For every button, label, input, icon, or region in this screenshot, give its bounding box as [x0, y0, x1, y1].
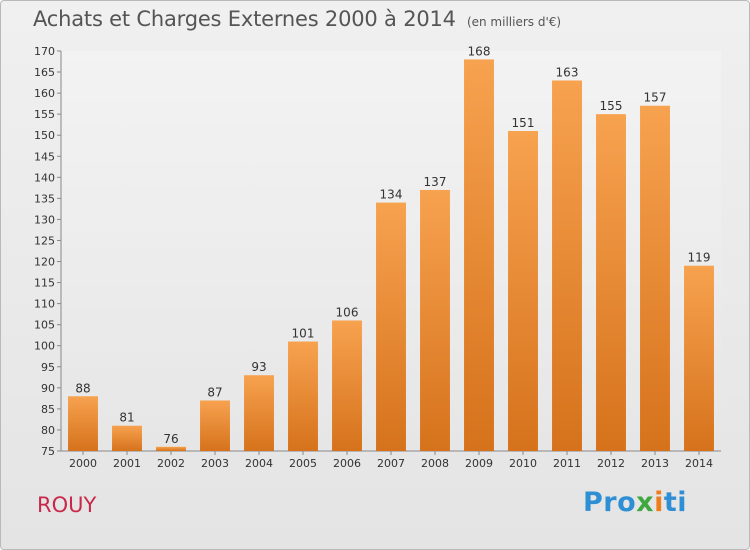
data-label-2000: 88: [75, 381, 90, 395]
y-tick-label: 135: [34, 192, 55, 205]
y-tick-label: 155: [34, 108, 55, 121]
x-tick-label-2004: 2004: [245, 457, 273, 470]
x-tick-label-2007: 2007: [377, 457, 405, 470]
bar-2004: [244, 375, 274, 451]
bar-2009: [464, 59, 494, 451]
y-tick-label: 80: [41, 424, 55, 437]
chart-title: Achats et Charges Externes 2000 à 2014: [33, 7, 456, 31]
commune-name: ROUY: [37, 493, 97, 517]
data-label-2010: 151: [512, 116, 535, 130]
bar-2012: [596, 114, 626, 451]
x-tick-label-2013: 2013: [641, 457, 669, 470]
y-tick-label: 75: [41, 445, 55, 458]
x-tick-label-2002: 2002: [157, 457, 185, 470]
x-tick-label-2012: 2012: [597, 457, 625, 470]
x-tick-label-2014: 2014: [685, 457, 713, 470]
y-tick-label: 105: [34, 319, 55, 332]
x-tick-label-2008: 2008: [421, 457, 449, 470]
data-labels: 88 81 76 87 93 101 106 134 137 168 151 163 155 157 119: [75, 44, 710, 445]
data-label-2005: 101: [292, 327, 315, 341]
chart-unit: (en milliers d'€): [466, 15, 562, 29]
data-label-2014: 119: [688, 251, 711, 265]
data-label-2007: 134: [380, 188, 403, 202]
data-label-2003: 87: [207, 385, 222, 399]
title-row: Achats et Charges Externes 2000 à 2014 (…: [33, 7, 561, 31]
data-label-2012: 155: [600, 99, 623, 113]
y-tick-label: 110: [34, 298, 55, 311]
y-tick-label: 170: [34, 45, 55, 58]
data-label-2013: 157: [644, 91, 667, 105]
bar-2001: [112, 425, 142, 451]
data-label-2009: 168: [468, 44, 491, 58]
y-tick-label: 130: [34, 213, 55, 226]
data-label-2001: 81: [119, 411, 134, 425]
proxiti-logo[interactable]: Proxiti: [583, 487, 688, 518]
bar-2006: [332, 320, 362, 451]
y-tick-label: 120: [34, 256, 55, 269]
bar-2008: [420, 189, 450, 451]
bar-2007: [376, 202, 406, 451]
x-tick-label-2003: 2003: [201, 457, 229, 470]
data-label-2002: 76: [163, 432, 178, 446]
bar-2010: [508, 131, 538, 451]
bar-2002: [156, 446, 186, 451]
data-label-2011: 163: [556, 65, 579, 79]
x-tick-label-2010: 2010: [509, 457, 537, 470]
bar-2000: [68, 396, 98, 451]
y-tick-label: 85: [41, 403, 55, 416]
y-tick-label: 95: [41, 361, 55, 374]
y-tick-label: 125: [34, 234, 55, 247]
x-tick-label-2001: 2001: [113, 457, 141, 470]
y-tick-label: 90: [41, 382, 55, 395]
bar-2014: [684, 265, 714, 451]
x-tick-label-2011: 2011: [553, 457, 581, 470]
data-label-2004: 93: [251, 360, 266, 374]
y-tick-label: 150: [34, 129, 55, 142]
bar-2003: [200, 400, 230, 451]
y-tick-label: 160: [34, 87, 55, 100]
x-tick-label-2005: 2005: [289, 457, 317, 470]
x-tick-label-2006: 2006: [333, 457, 361, 470]
x-tick-label-2009: 2009: [465, 457, 493, 470]
y-tick-label: 140: [34, 171, 55, 184]
bars: [68, 59, 714, 451]
bar-2011: [552, 80, 582, 451]
y-tick-label: 165: [34, 66, 55, 79]
y-tick-label: 100: [34, 340, 55, 353]
y-tick-label: 115: [34, 277, 55, 290]
x-tick-label-2000: 2000: [69, 457, 97, 470]
bar-2013: [640, 105, 670, 451]
y-tick-label: 145: [34, 150, 55, 163]
bar-2005: [288, 341, 318, 451]
data-label-2006: 106: [336, 305, 359, 319]
data-label-2008: 137: [424, 175, 447, 189]
